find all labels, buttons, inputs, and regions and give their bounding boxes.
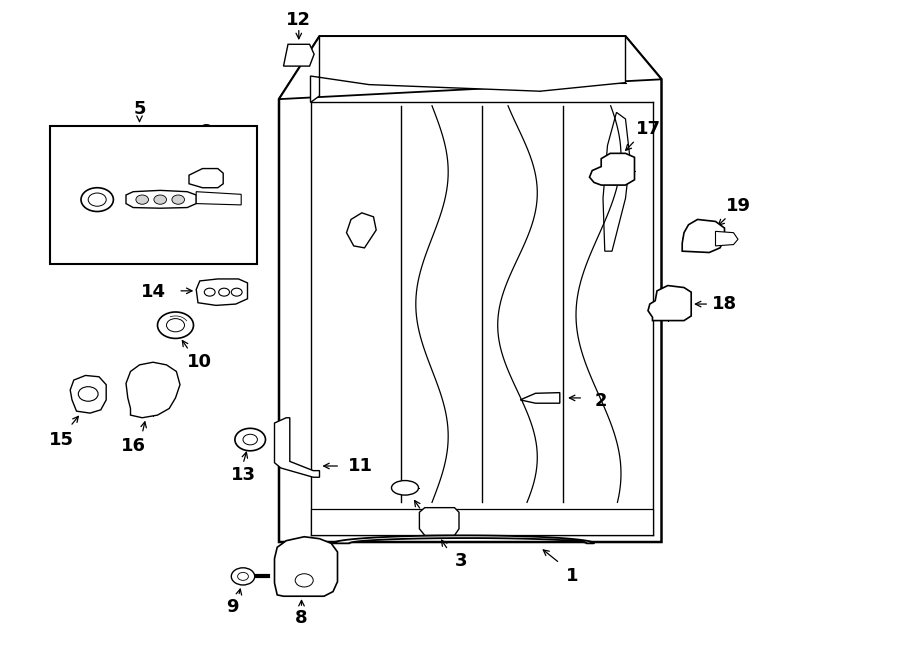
Polygon shape [70,375,106,413]
Polygon shape [196,192,241,205]
Polygon shape [310,509,652,535]
Text: 18: 18 [712,295,737,313]
Polygon shape [279,36,662,99]
Text: 7: 7 [72,156,85,175]
Bar [50,126,256,264]
Polygon shape [196,279,248,305]
Text: 1: 1 [566,567,579,586]
Circle shape [136,195,149,204]
Text: 13: 13 [230,465,256,484]
Polygon shape [682,219,725,253]
Text: 5: 5 [133,100,146,118]
Circle shape [235,428,266,451]
Polygon shape [419,508,459,535]
Polygon shape [274,418,320,477]
Text: 4: 4 [424,513,436,531]
Text: 16: 16 [121,437,146,455]
Polygon shape [520,393,560,403]
Polygon shape [333,535,594,543]
Polygon shape [126,362,180,418]
Ellipse shape [392,481,418,495]
Circle shape [158,312,194,338]
Polygon shape [310,36,626,102]
Circle shape [172,195,184,204]
Polygon shape [590,153,634,185]
Text: 14: 14 [140,283,166,301]
Text: 2: 2 [595,392,608,410]
Polygon shape [284,44,314,66]
Circle shape [231,568,255,585]
Polygon shape [716,231,738,246]
Polygon shape [648,286,691,321]
Text: 12: 12 [286,11,311,29]
Polygon shape [189,169,223,188]
Text: 11: 11 [347,457,373,475]
Circle shape [81,188,113,212]
Text: 17: 17 [635,120,661,138]
Polygon shape [126,190,196,208]
Text: 8: 8 [295,609,308,627]
Polygon shape [274,537,338,596]
Text: 15: 15 [49,430,74,449]
Circle shape [154,195,166,204]
Text: 19: 19 [725,197,751,215]
Polygon shape [279,36,662,542]
Text: 3: 3 [454,551,467,570]
Text: 10: 10 [187,353,212,371]
Text: 6: 6 [199,123,212,141]
Text: 9: 9 [226,598,239,616]
Polygon shape [346,213,376,248]
